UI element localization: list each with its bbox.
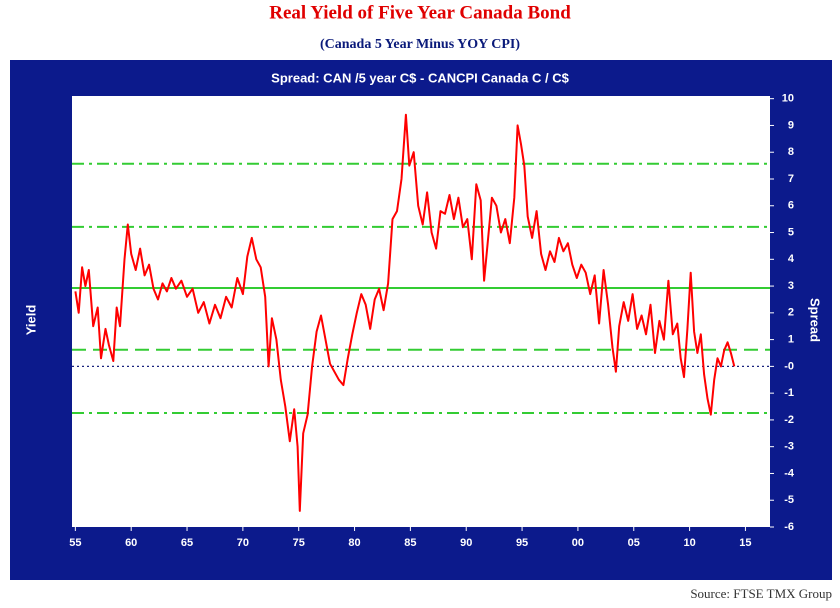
y-tick-label: 2: [788, 307, 794, 319]
y-tick-label: 4: [788, 253, 795, 265]
y-tick-label: -0: [784, 360, 794, 372]
y-tick-label: 6: [788, 200, 794, 212]
x-tick-label: 75: [293, 537, 305, 549]
x-tick-label: 00: [572, 537, 584, 549]
x-tick-label: 85: [404, 537, 416, 549]
data-line: [74, 113, 736, 512]
panel-title: Spread: CAN /5 year C$ - CANCPI Canada C…: [271, 70, 569, 85]
y-tick-label: 8: [788, 146, 794, 158]
y-tick-label: -1: [784, 387, 794, 399]
x-tick-label: 05: [628, 537, 640, 549]
y-tick-label: -6: [784, 521, 794, 533]
y-axis-label-right: Spread: [808, 298, 823, 342]
y-tick-label: 1: [788, 334, 794, 346]
plot-area: [72, 96, 770, 527]
x-tick-label: 10: [683, 537, 695, 549]
chart-title: Real Yield of Five Year Canada Bond: [269, 2, 571, 23]
y-tick-label: 3: [788, 280, 794, 292]
x-tick-label: 65: [181, 537, 193, 549]
y-tick-label: -4: [784, 467, 795, 479]
y-tick-label: 9: [788, 119, 794, 131]
y-tick-label: -2: [784, 414, 794, 426]
y-tick-label: 5: [788, 226, 794, 238]
x-tick-label: 70: [237, 537, 249, 549]
x-tick-label: 55: [69, 537, 81, 549]
x-tick-label: 15: [739, 537, 751, 549]
y-tick-label: -3: [784, 441, 794, 453]
x-tick-label: 60: [125, 537, 137, 549]
y-axis-label: Yield: [23, 305, 38, 336]
y-tick-label: -5: [784, 494, 794, 506]
chart-subtitle: (Canada 5 Year Minus YOY CPI): [320, 37, 520, 52]
x-tick-label: 95: [516, 537, 528, 549]
y-tick-label: 10: [782, 93, 794, 105]
x-tick-label: 90: [460, 537, 472, 549]
x-tick-label: 80: [348, 537, 360, 549]
y-tick-label: 7: [788, 173, 794, 185]
source-note: Source: FTSE TMX Group: [690, 586, 832, 601]
